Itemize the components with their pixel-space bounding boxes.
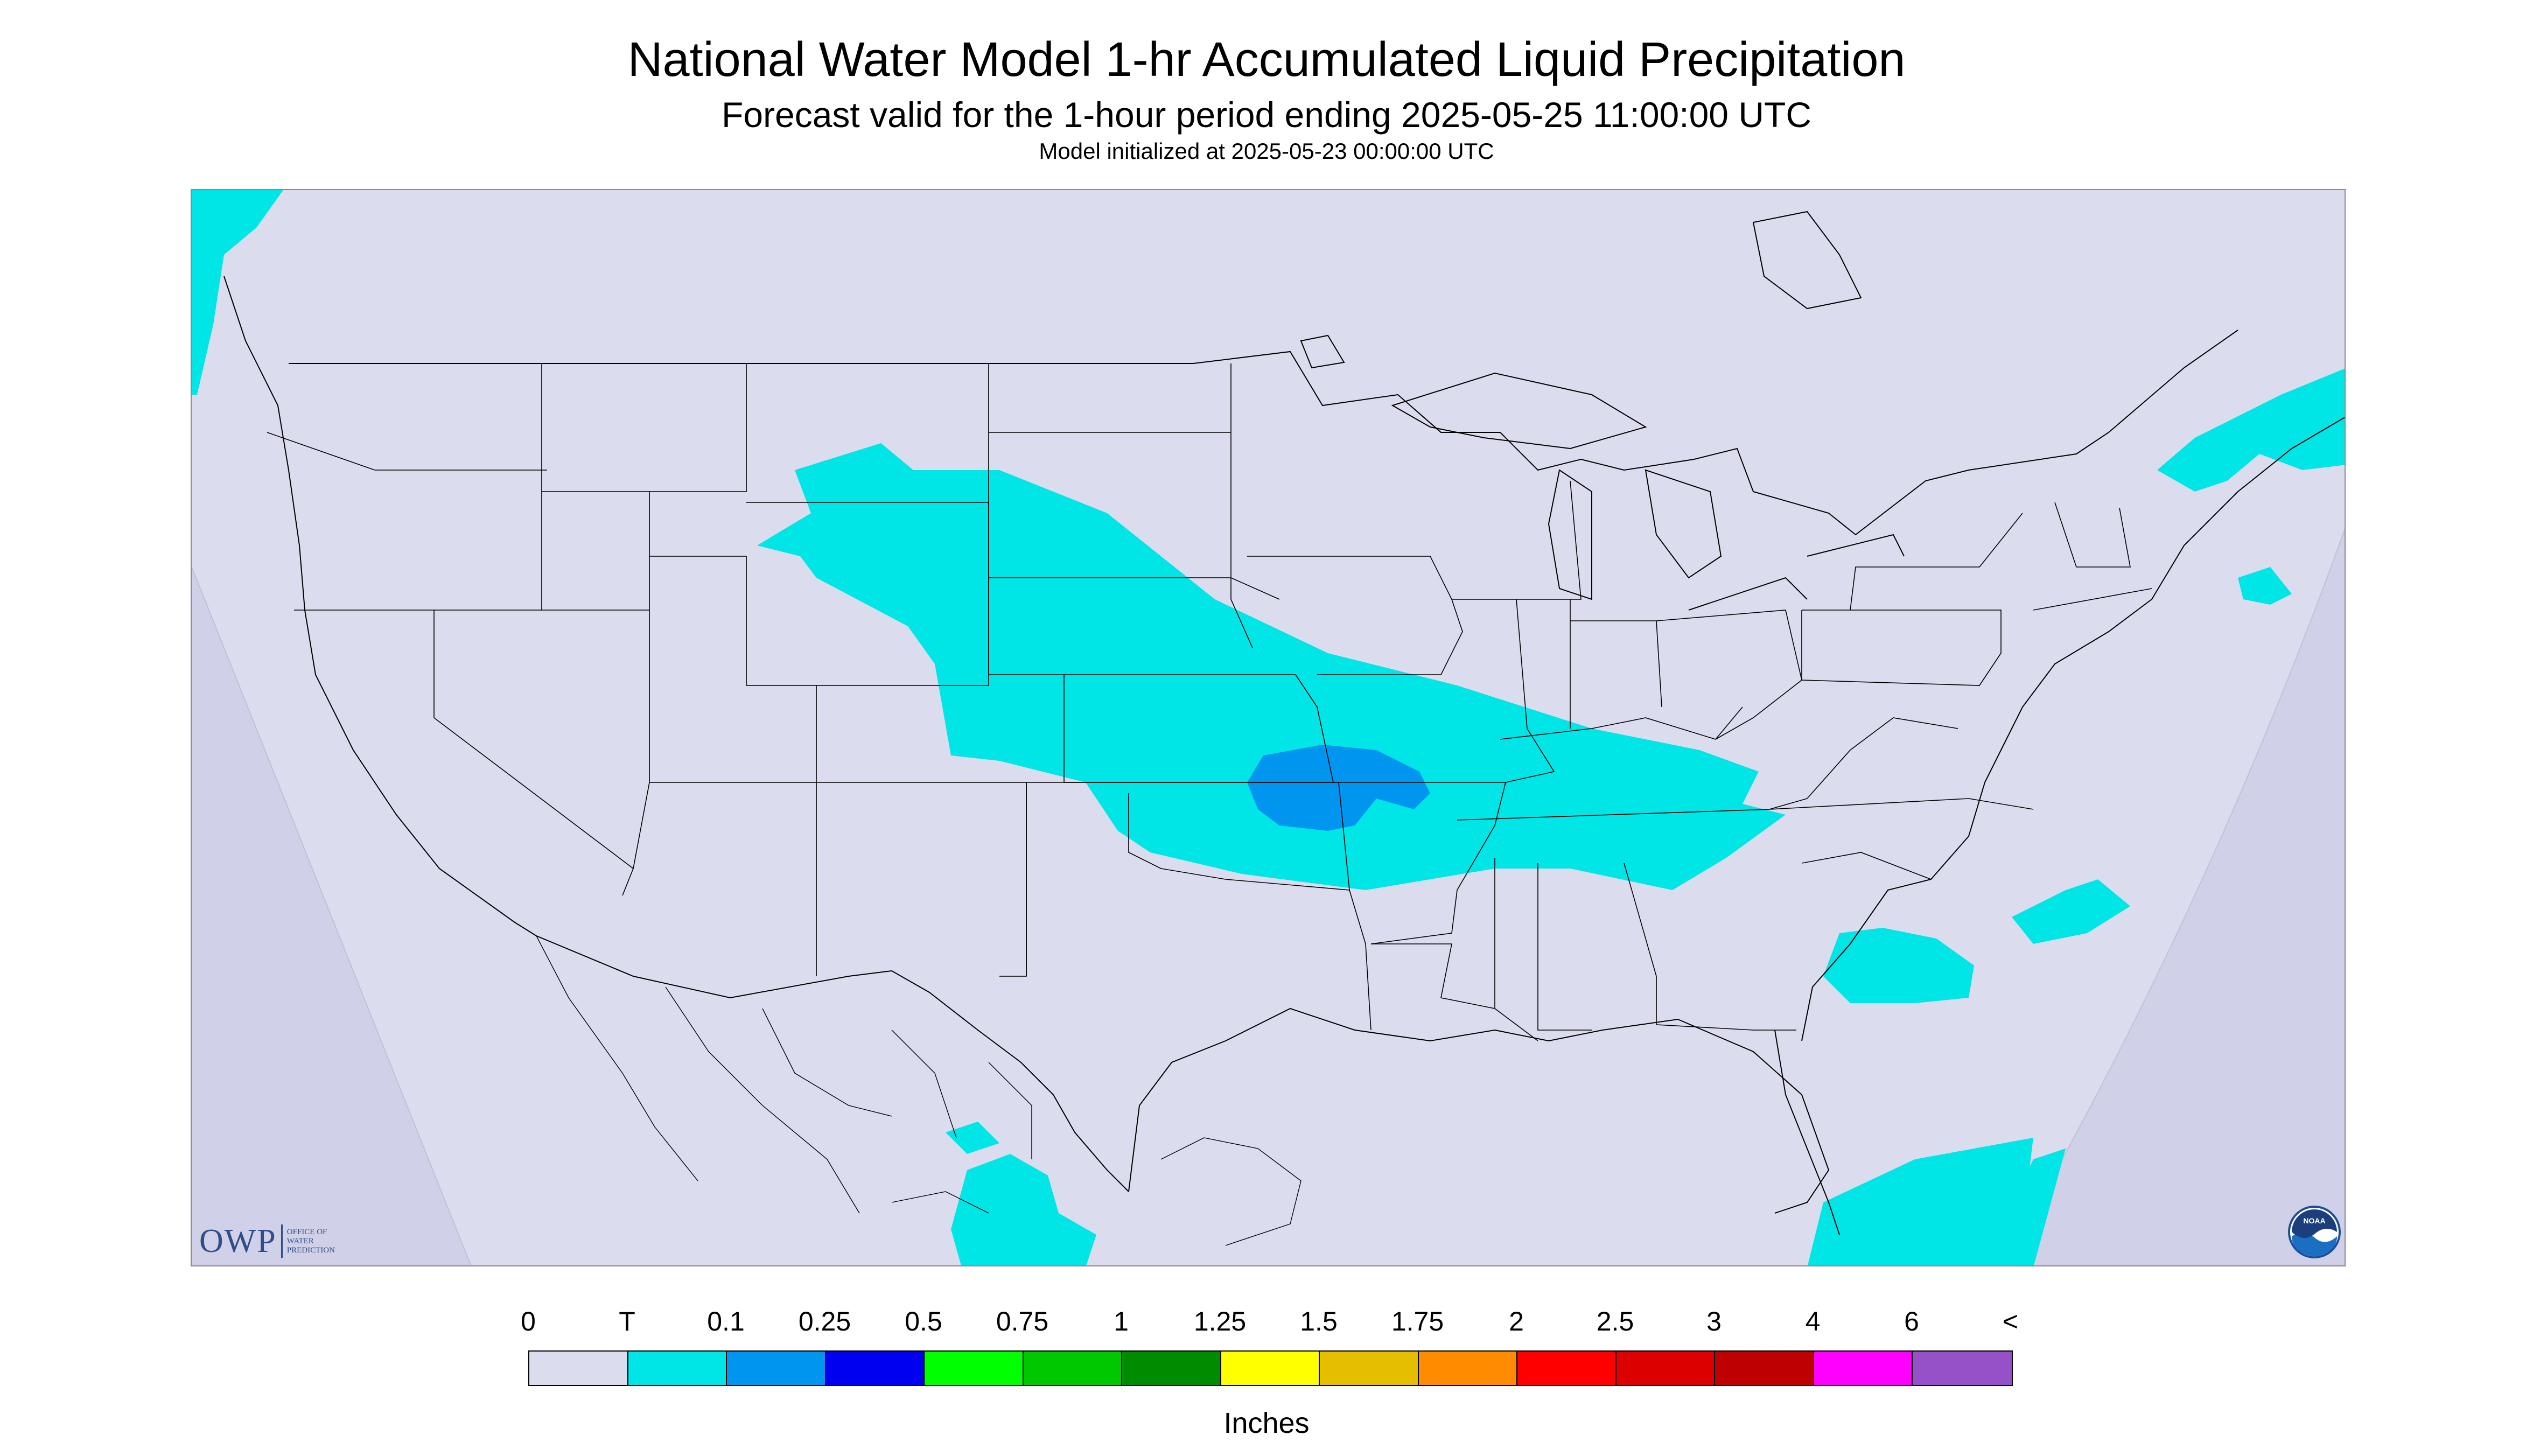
lake-winnipeg bbox=[1300, 334, 1345, 369]
us-mexico-border bbox=[536, 935, 1129, 1192]
legend-swatch-10 bbox=[1517, 1352, 1617, 1385]
nevada-utah-border bbox=[633, 610, 650, 869]
great-lakes-erie-ontario bbox=[1688, 534, 1905, 611]
legend-swatch-11 bbox=[1616, 1352, 1715, 1385]
legend-label-7: 1.25 bbox=[1193, 1306, 1247, 1336]
precip-trace-new-england bbox=[2157, 368, 2345, 492]
atlantic-coast bbox=[1801, 417, 2345, 1041]
yucatan-peninsula bbox=[1160, 1137, 1302, 1246]
legend-label-9: 1.75 bbox=[1391, 1306, 1444, 1336]
owp-logo-text: OFFICE OF WATER PREDICTION bbox=[287, 1228, 335, 1255]
precip-trace-yucatan-coast bbox=[946, 1122, 999, 1154]
model-init-text: Model initialized at 2025-05-23 00:00:00… bbox=[1039, 138, 1494, 164]
precip-tenth-areas bbox=[1247, 745, 1430, 831]
virginia-carolinas bbox=[1769, 717, 2034, 880]
missouri-arkansas bbox=[1333, 782, 1507, 944]
precip-trace-gulf-of-st-lawrence bbox=[2238, 567, 2292, 605]
legend-label-8: 1.5 bbox=[1300, 1306, 1338, 1336]
legend-swatch-8 bbox=[1320, 1352, 1419, 1385]
projection-edge-left bbox=[192, 566, 472, 1265]
map-title: National Water Model 1-hr Accumulated Li… bbox=[627, 33, 1906, 87]
state-boundaries bbox=[267, 363, 2152, 1041]
precip-trace-south-atlantic bbox=[1807, 1138, 2033, 1265]
mexico-inner-lines bbox=[665, 986, 1032, 1214]
legend-swatch-6 bbox=[1122, 1352, 1221, 1385]
owp-logo: OWP OFFICE OF WATER PREDICTION bbox=[199, 1222, 335, 1260]
precip-trace-central-plains bbox=[757, 443, 1786, 890]
noaa-logo-icon: NOAA bbox=[2288, 1206, 2341, 1258]
great-lakes-huron bbox=[1645, 469, 1722, 579]
legend-label-12: 3 bbox=[1706, 1306, 1722, 1336]
legend-swatch-13 bbox=[1814, 1352, 1913, 1385]
baja-california bbox=[536, 935, 698, 1181]
map-subtitle: Forecast valid for the 1-hour period end… bbox=[722, 95, 1811, 135]
legend-label-10: 2 bbox=[1509, 1306, 1524, 1336]
precip-trace-atlantic-offshore bbox=[1823, 928, 1974, 1003]
florida-peninsula bbox=[1774, 1030, 1840, 1235]
legend-colorbar bbox=[528, 1350, 2013, 1386]
new-england-states bbox=[2033, 502, 2152, 611]
idaho-borders bbox=[541, 363, 650, 610]
mexico-state-boundaries bbox=[536, 935, 1302, 1246]
legend-label-11: 2.5 bbox=[1596, 1306, 1634, 1336]
wisconsin-illinois bbox=[1452, 480, 1582, 783]
legend-swatch-5 bbox=[1023, 1352, 1122, 1385]
coastlines bbox=[223, 211, 2345, 1235]
map-canvas bbox=[192, 190, 2345, 1265]
wa-or-border bbox=[267, 432, 547, 471]
precip-trace-southern-mexico bbox=[951, 1154, 1096, 1265]
precip-trace-offshore-east bbox=[2012, 879, 2130, 944]
legend-swatch-0 bbox=[529, 1352, 628, 1385]
international-borders bbox=[289, 330, 2238, 1192]
pennsylvania-ny bbox=[1801, 513, 2023, 686]
precip-trace-gulf-stream-southeast bbox=[1996, 1149, 2066, 1265]
legend-label-3: 0.25 bbox=[798, 1306, 851, 1336]
louisiana-mississippi bbox=[1371, 858, 1538, 1041]
ca-nv-border bbox=[433, 610, 634, 896]
legend-label-14: 6 bbox=[1904, 1306, 1919, 1336]
legend-label-2: 0.1 bbox=[707, 1306, 745, 1336]
indiana-ohio bbox=[1570, 599, 1802, 740]
legend-units: Inches bbox=[1223, 1407, 1310, 1439]
legend-swatch-12 bbox=[1715, 1352, 1814, 1385]
nm-texas-panhandle bbox=[999, 782, 1027, 977]
precip-trace-pacific-nw bbox=[192, 190, 283, 395]
owp-logo-divider bbox=[281, 1224, 283, 1258]
great-lakes-superior bbox=[1391, 372, 1647, 450]
legend-swatch-14 bbox=[1913, 1352, 2012, 1385]
legend-label-6: 1 bbox=[1114, 1306, 1129, 1336]
legend-swatch-3 bbox=[825, 1352, 925, 1385]
owp-logo-line-3: PREDICTION bbox=[286, 1245, 335, 1255]
legend-label-5: 0.75 bbox=[996, 1306, 1049, 1336]
pacific-coast bbox=[223, 276, 537, 936]
legend-swatch-1 bbox=[628, 1352, 727, 1385]
legend-label-4: 0.5 bbox=[905, 1306, 942, 1336]
precip-trace-areas bbox=[192, 190, 2345, 1265]
legend-label-0: 0 bbox=[521, 1306, 536, 1336]
great-lakes-michigan bbox=[1548, 469, 1592, 600]
precipitation-map bbox=[191, 189, 2346, 1266]
legend-swatch-2 bbox=[727, 1352, 826, 1385]
legend-label-1: T bbox=[619, 1306, 635, 1336]
minnesota-iowa bbox=[1230, 363, 1463, 675]
noaa-logo-text: NOAA bbox=[2303, 1216, 2325, 1225]
legend-label-13: 4 bbox=[1805, 1306, 1821, 1336]
hudson-bay-shore bbox=[1752, 211, 1862, 310]
precip-tenth-kansas-missouri bbox=[1247, 745, 1430, 831]
alabama-georgia bbox=[1537, 863, 1796, 1031]
utah-borders bbox=[649, 556, 817, 783]
arizona-nm-border bbox=[816, 782, 1027, 976]
legend-swatch-7 bbox=[1221, 1352, 1320, 1385]
owp-logo-mark: OWP bbox=[199, 1222, 277, 1259]
owp-logo-line-1: OFFICE OF bbox=[286, 1227, 327, 1236]
legend-swatch-4 bbox=[925, 1352, 1024, 1385]
legend-label-15: < bbox=[2002, 1306, 2019, 1336]
us-canada-border bbox=[289, 330, 2238, 536]
legend-swatch-9 bbox=[1418, 1352, 1517, 1385]
owp-logo-line-2: WATER bbox=[286, 1236, 314, 1245]
gulf-coast bbox=[1128, 1007, 1830, 1214]
